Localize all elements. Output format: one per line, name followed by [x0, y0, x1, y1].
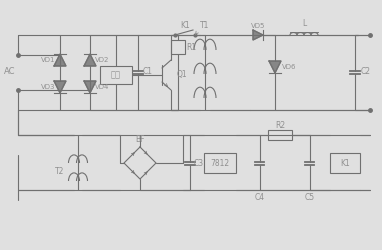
Text: VD6: VD6 — [282, 64, 296, 70]
Text: VD1: VD1 — [41, 57, 55, 63]
Text: T1: T1 — [200, 22, 210, 30]
Text: C4: C4 — [255, 194, 265, 202]
Text: VD2: VD2 — [95, 57, 109, 63]
Polygon shape — [54, 54, 66, 66]
Bar — [100, 66, 132, 84]
Text: K1: K1 — [180, 22, 190, 30]
Polygon shape — [54, 81, 66, 93]
Polygon shape — [253, 30, 263, 40]
Text: 驱动: 驱动 — [111, 70, 121, 80]
Text: R2: R2 — [275, 122, 285, 130]
Bar — [268, 130, 292, 140]
Text: AC: AC — [4, 68, 16, 76]
Text: L: L — [302, 20, 306, 28]
Polygon shape — [269, 61, 281, 73]
Polygon shape — [84, 54, 96, 66]
Text: C2: C2 — [361, 68, 371, 76]
Text: 7812: 7812 — [210, 158, 230, 168]
Polygon shape — [84, 81, 96, 93]
Text: R1: R1 — [186, 42, 196, 51]
Text: C5: C5 — [305, 194, 315, 202]
Bar — [171, 40, 185, 54]
Text: K1: K1 — [340, 158, 350, 168]
Text: VD3: VD3 — [41, 84, 55, 90]
Text: BF: BF — [135, 134, 145, 143]
Bar — [204, 153, 236, 173]
Text: T2: T2 — [55, 168, 65, 176]
Text: C3: C3 — [194, 158, 204, 168]
Text: C1: C1 — [143, 68, 153, 76]
Bar — [330, 153, 360, 173]
Text: Q1: Q1 — [177, 70, 187, 80]
Text: VD4: VD4 — [95, 84, 109, 90]
Text: VD5: VD5 — [251, 23, 265, 29]
